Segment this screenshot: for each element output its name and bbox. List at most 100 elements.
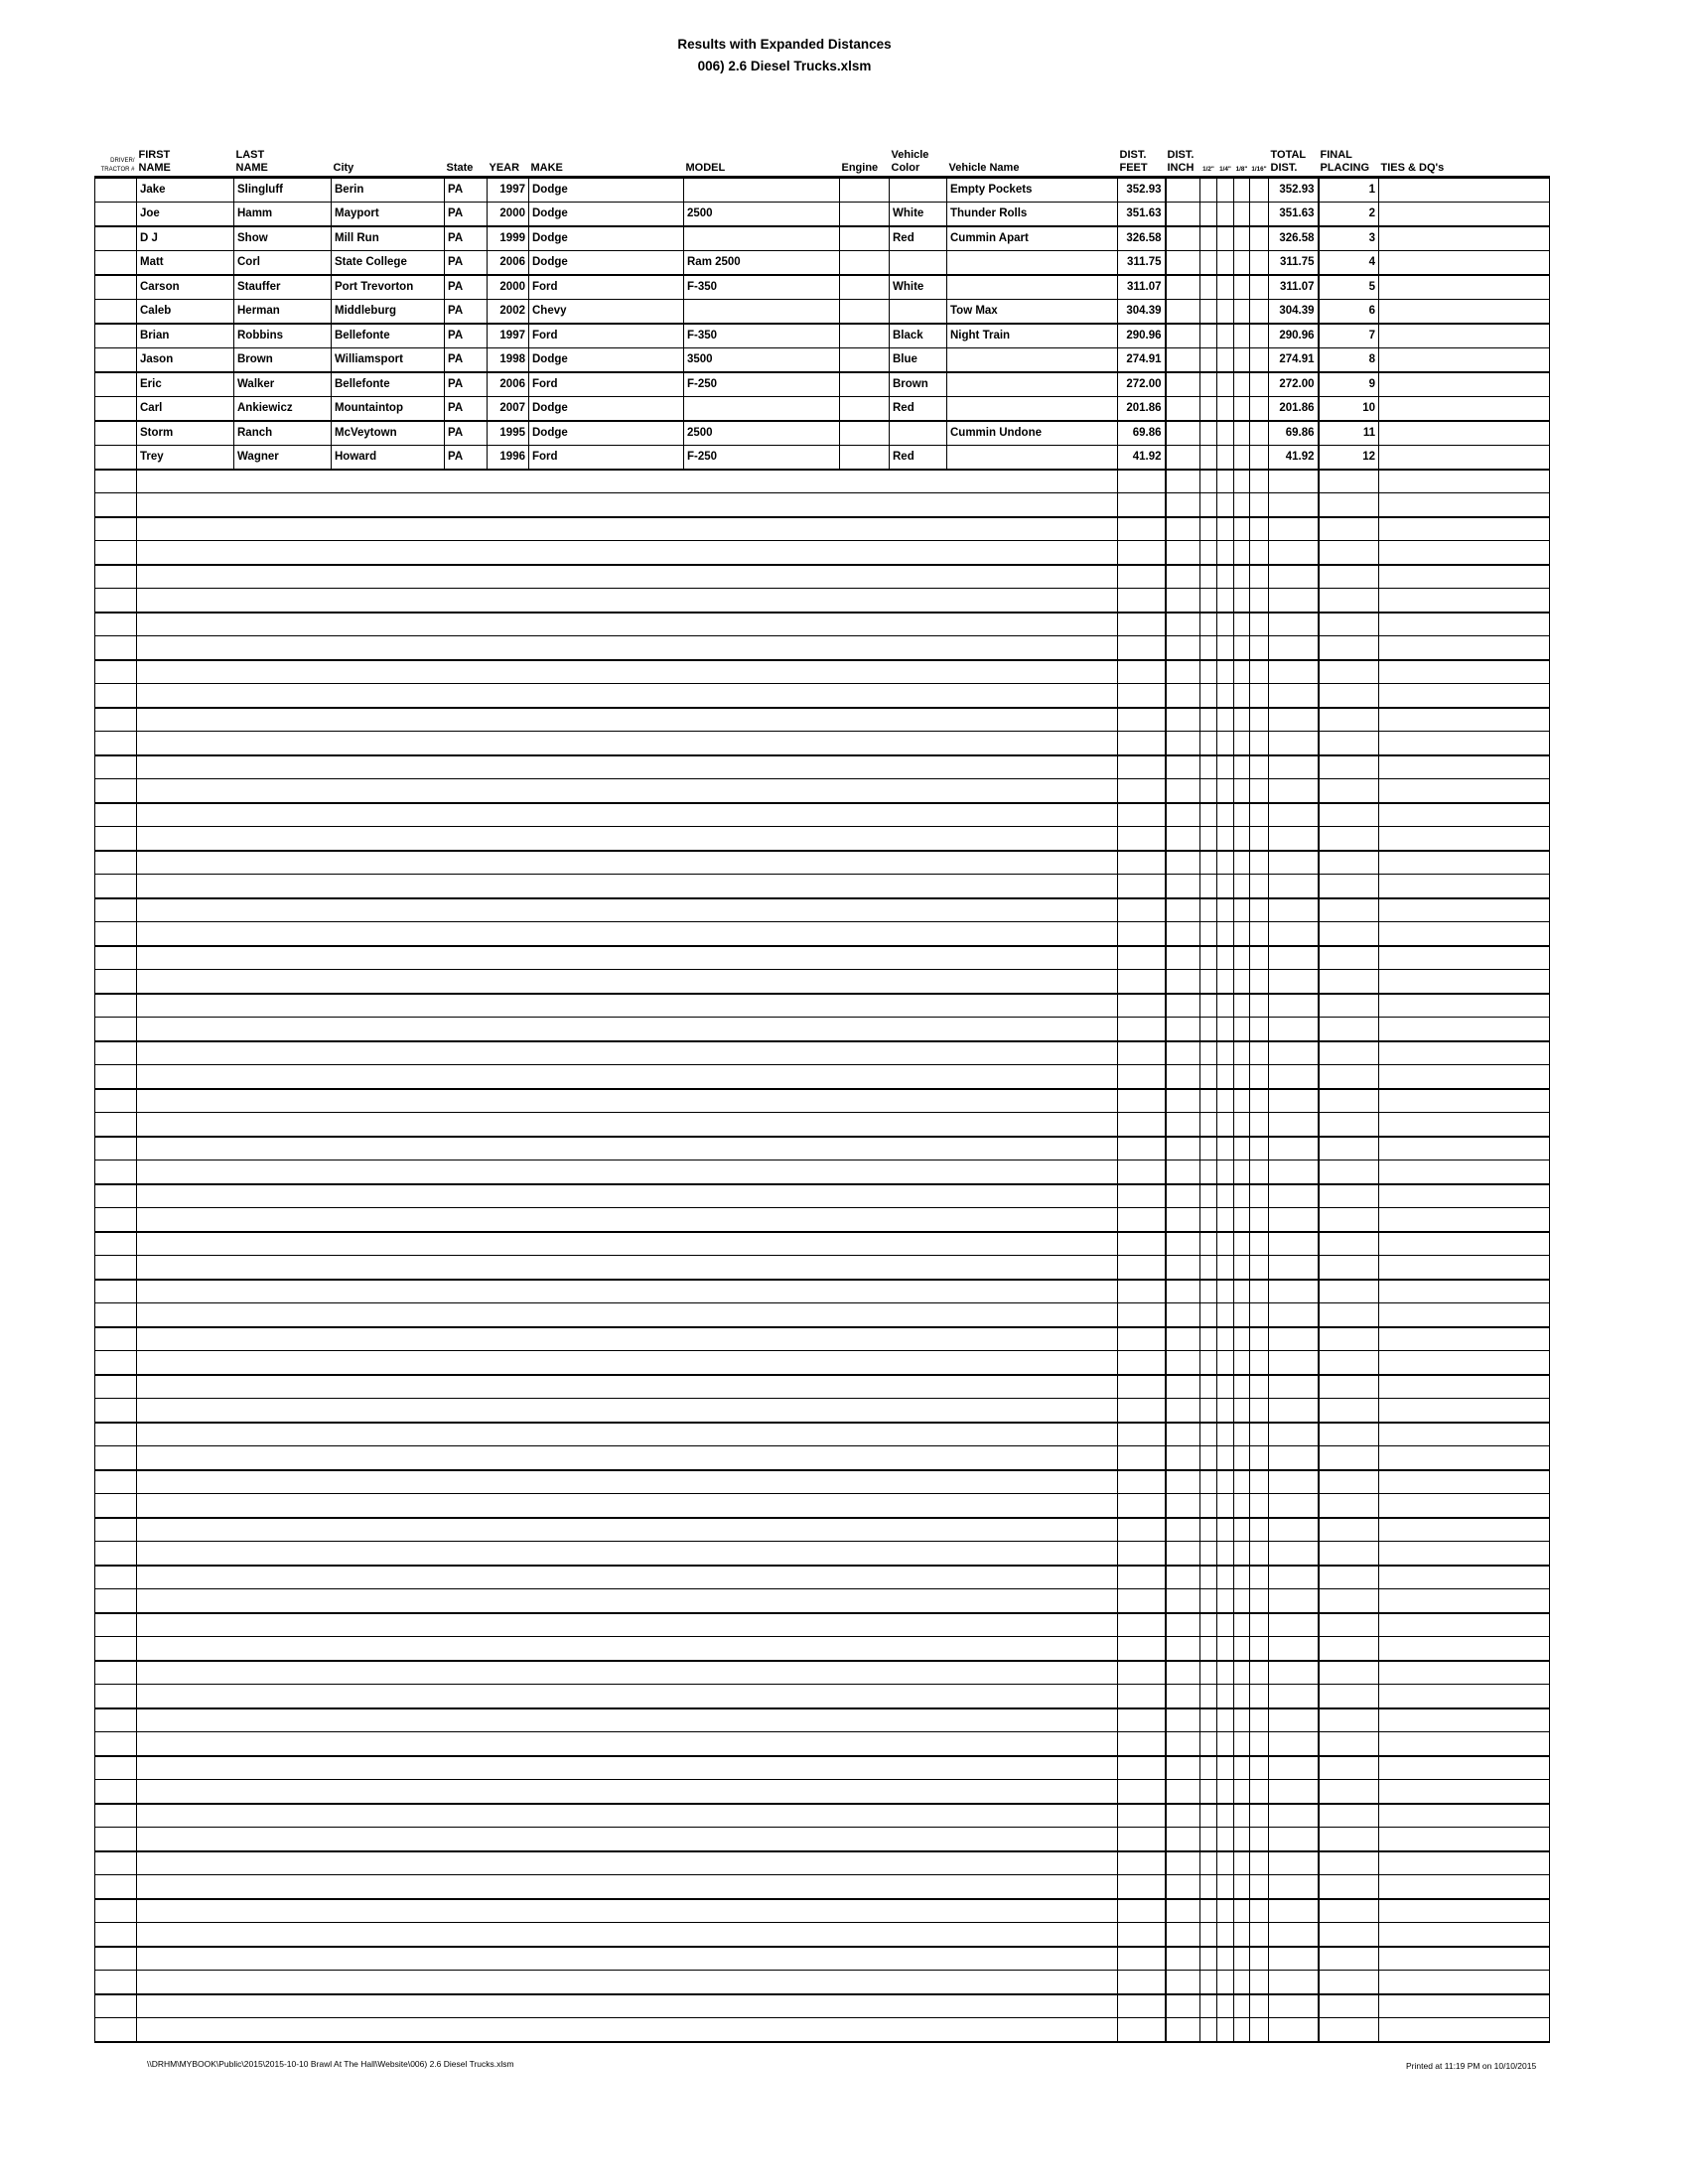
empty-cell	[94, 1374, 137, 1399]
empty-row	[94, 1255, 1550, 1280]
results-table-body: Jake Slingluff Berin PA 1997 Dodge Empty Pocke…	[94, 177, 1550, 2042]
empty-cell	[94, 945, 137, 970]
empty-cell	[1216, 1803, 1234, 1828]
empty-cell	[1117, 1922, 1166, 1947]
empty-cell	[94, 540, 137, 565]
empty-cell	[947, 1923, 1118, 1947]
empty-cell	[137, 1661, 234, 1685]
empty-cell	[137, 1256, 234, 1280]
empty-cell	[840, 1661, 890, 1685]
empty-cell	[840, 1732, 890, 1756]
empty-cell	[234, 636, 332, 660]
empty-cell	[840, 565, 890, 589]
empty-cell	[1268, 1517, 1319, 1542]
empty-cell	[1268, 897, 1319, 922]
empty-cell	[1378, 1660, 1550, 1685]
cell-half	[1199, 225, 1217, 250]
empty-cell	[137, 1685, 234, 1708]
empty-cell	[137, 1327, 234, 1351]
cell-dist-inch	[1164, 177, 1200, 202]
empty-cell	[1378, 1279, 1550, 1303]
empty-cell	[890, 1780, 947, 1804]
cell-vehicle-name	[946, 371, 1118, 396]
empty-cell	[1117, 1946, 1166, 1971]
cell-sixteenth	[1249, 396, 1269, 421]
empty-cell	[1268, 1136, 1319, 1160]
empty-cell	[890, 1685, 947, 1708]
empty-cell	[1164, 1207, 1200, 1232]
empty-cell	[840, 1851, 890, 1875]
empty-cell	[1117, 826, 1166, 851]
empty-cell	[684, 1994, 840, 2018]
cell-placing: 1	[1317, 177, 1379, 202]
empty-cell	[840, 1780, 890, 1804]
empty-cell	[890, 1971, 947, 1994]
cell-eighth	[1233, 371, 1250, 396]
empty-cell	[234, 541, 332, 565]
empty-cell	[1378, 1755, 1550, 1780]
empty-cell	[529, 1685, 684, 1708]
empty-cell	[445, 1756, 488, 1780]
empty-cell	[234, 2018, 332, 2042]
empty-cell	[529, 1208, 684, 1232]
empty-cell	[890, 946, 947, 970]
empty-cell	[1317, 588, 1379, 613]
empty-cell	[1233, 1850, 1250, 1875]
empty-cell	[137, 803, 234, 827]
empty-cell	[488, 636, 529, 660]
empty-cell	[529, 1089, 684, 1113]
empty-cell	[1199, 897, 1217, 922]
empty-cell	[488, 1685, 529, 1708]
empty-cell	[1199, 1112, 1217, 1137]
empty-cell	[684, 1137, 840, 1160]
empty-cell	[234, 1303, 332, 1327]
empty-cell	[684, 1804, 840, 1828]
empty-cell	[234, 1851, 332, 1875]
empty-cell	[1199, 1922, 1217, 1947]
empty-cell	[1117, 1326, 1166, 1351]
empty-cell	[947, 732, 1118, 755]
cell-state: PA	[444, 177, 488, 202]
empty-cell	[94, 564, 137, 589]
empty-cell	[947, 1971, 1118, 1994]
empty-cell	[488, 970, 529, 994]
empty-cell	[890, 1041, 947, 1065]
empty-row	[94, 635, 1550, 660]
empty-cell	[529, 1589, 684, 1613]
empty-cell	[890, 541, 947, 565]
cell-total-dist: 290.96	[1268, 323, 1319, 347]
empty-cell	[1164, 588, 1200, 613]
cell-last: Brown	[233, 347, 332, 372]
empty-row	[94, 707, 1550, 732]
empty-cell	[1268, 1803, 1319, 1828]
empty-cell	[1199, 1255, 1217, 1280]
empty-cell	[1216, 1731, 1234, 1756]
empty-cell	[1317, 826, 1379, 851]
empty-cell	[1233, 1160, 1250, 1184]
empty-cell	[445, 517, 488, 541]
cell-city: Howard	[331, 445, 445, 470]
empty-cell	[890, 1137, 947, 1160]
empty-cell	[890, 1708, 947, 1732]
footer-printed-note: Printed at 11:19 PM on 10/10/2015	[1406, 2061, 1537, 2071]
empty-cell	[137, 1399, 234, 1423]
empty-cell	[1233, 1612, 1250, 1637]
empty-cell	[1216, 1422, 1234, 1446]
empty-cell	[445, 1232, 488, 1256]
cell-eighth	[1233, 202, 1250, 226]
empty-row	[94, 1874, 1550, 1899]
cell-dist-feet: 311.07	[1117, 274, 1166, 299]
cell-model	[683, 177, 840, 202]
cell-make: Ford	[528, 445, 684, 470]
empty-cell	[234, 1971, 332, 1994]
empty-cell	[1164, 1374, 1200, 1399]
empty-cell	[1317, 1707, 1379, 1732]
report-subtitle: 006) 2.6 Diesel Trucks.xlsm	[697, 59, 872, 74]
empty-cell	[1216, 1326, 1234, 1351]
empty-cell	[1216, 1350, 1234, 1375]
empty-cell	[234, 565, 332, 589]
empty-cell	[684, 1756, 840, 1780]
empty-cell	[684, 708, 840, 732]
empty-cell	[1249, 1588, 1269, 1613]
cell-city: Bellefonte	[331, 371, 445, 396]
